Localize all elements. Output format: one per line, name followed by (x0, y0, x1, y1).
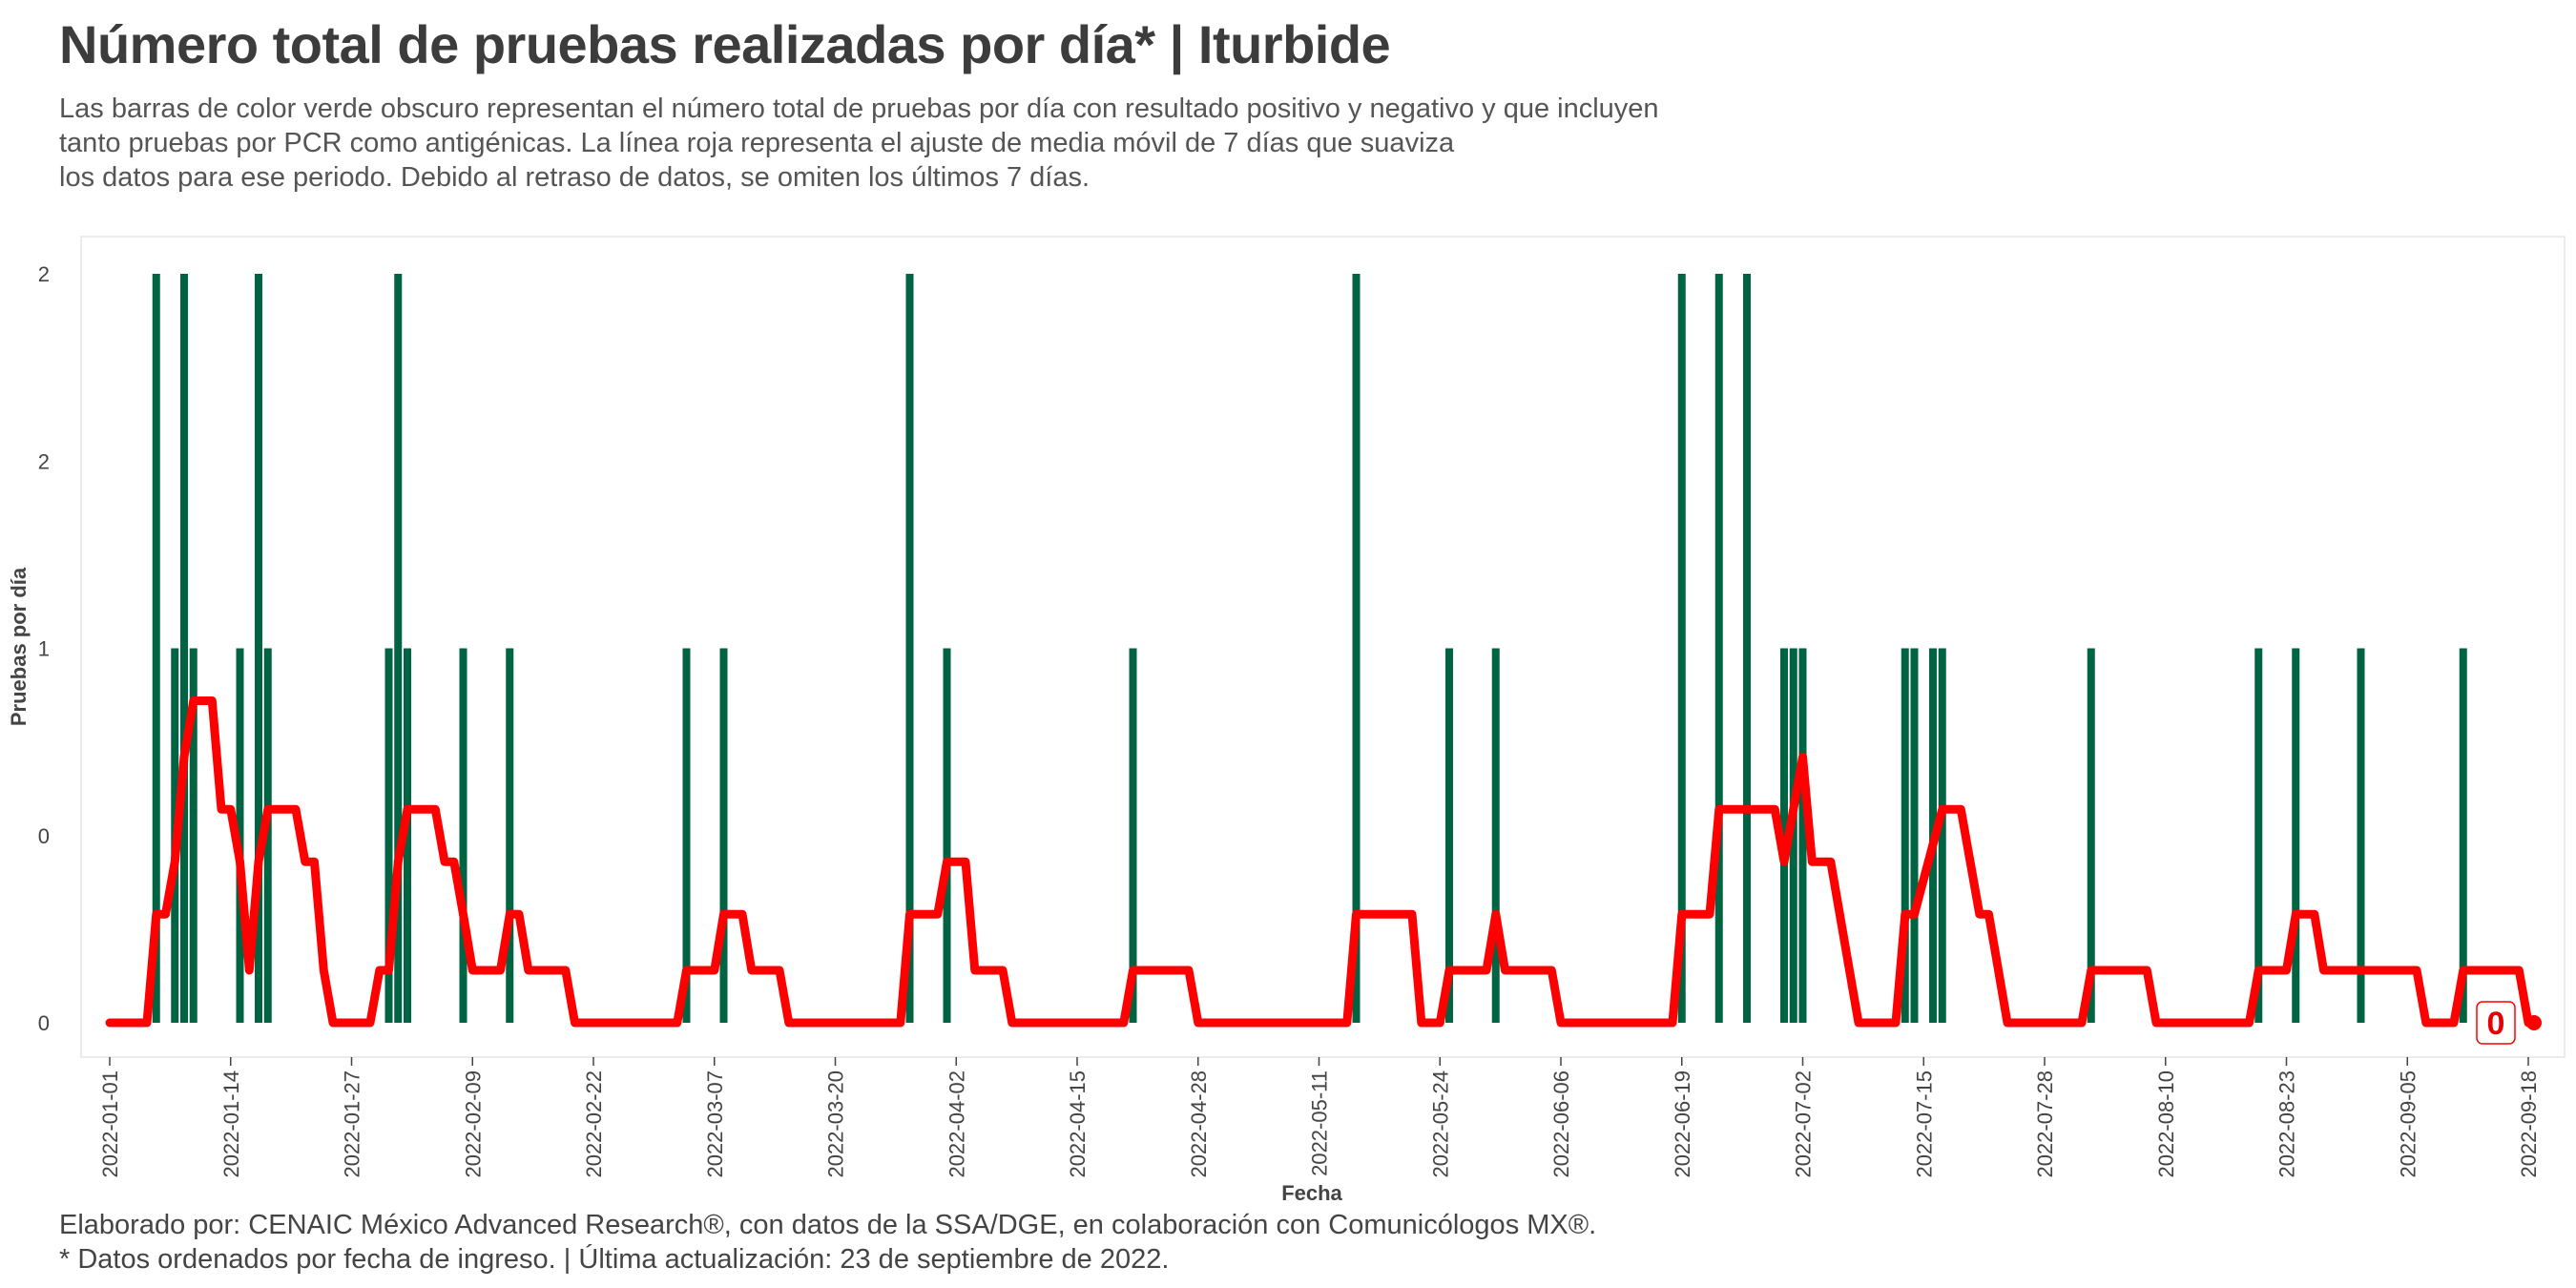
bar (2357, 648, 2365, 1023)
bar (506, 648, 514, 1023)
x-tick-label: 2022-01-14 (219, 1070, 243, 1178)
chart-caption: Elaborado por: CENAIC México Advanced Re… (59, 1208, 1596, 1277)
bar (255, 274, 262, 1023)
x-tick-label: 2022-09-05 (2396, 1070, 2420, 1178)
moving-average-group: 0 (105, 696, 2542, 1045)
x-tick-label: 2022-04-28 (1187, 1070, 1211, 1178)
subtitle-line-2: tanto pruebas por PCR como antigénicas. … (59, 128, 1455, 158)
last-value-label: 0 (2487, 1006, 2505, 1042)
x-tick-label: 2022-01-01 (98, 1070, 122, 1178)
x-tick-label: 2022-08-23 (2275, 1070, 2299, 1178)
bar (152, 274, 160, 1023)
bar (682, 648, 691, 1023)
x-tick-label: 2022-02-22 (582, 1070, 606, 1178)
caption-line-1: Elaborado por: CENAIC México Advanced Re… (59, 1210, 1597, 1240)
bar (1910, 648, 1919, 1023)
bar (1677, 274, 1686, 1023)
bar (1780, 648, 1788, 1023)
x-tick-label: 2022-09-18 (2517, 1070, 2541, 1178)
bar (2292, 648, 2300, 1023)
y-tick-label: 0 (38, 1011, 50, 1035)
y-tick-label: 1 (38, 637, 50, 661)
x-tick-label: 2022-02-09 (461, 1070, 485, 1178)
y-axis: 0 0 1 2 2 (38, 262, 50, 1035)
x-tick-label: 2022-07-02 (1792, 1070, 1816, 1178)
bar (1491, 648, 1500, 1023)
bar (384, 648, 393, 1023)
x-tick-label: 2022-04-15 (1066, 1070, 1090, 1178)
y-tick-label: 0 (38, 824, 50, 848)
x-tick-label: 2022-07-15 (1912, 1070, 1936, 1178)
bar (263, 648, 272, 1023)
x-axis-title: Fecha (1281, 1181, 1342, 1202)
bar (404, 648, 411, 1023)
x-tick-label: 2022-03-20 (824, 1070, 848, 1178)
bar (905, 274, 914, 1023)
x-tick-label: 2022-08-10 (2154, 1070, 2178, 1178)
bar (1352, 274, 1361, 1023)
bar (1445, 648, 1453, 1023)
bar (1798, 648, 1807, 1023)
y-axis-title: Pruebas por día (7, 567, 31, 726)
bar (1938, 648, 1946, 1023)
x-tick-label: 2022-04-02 (945, 1070, 968, 1178)
bar (459, 648, 467, 1023)
bar (943, 648, 951, 1023)
x-axis: 2022-01-01 2022-01-14 2022-01-27 2022-02-09… (98, 1057, 2541, 1178)
bars-group (152, 274, 2467, 1023)
caption-line-2: * Datos ordenados por fecha de ingreso. … (59, 1244, 1170, 1275)
y-tick-label: 2 (38, 262, 50, 286)
bar (1789, 648, 1797, 1023)
plot-panel-border (80, 236, 2566, 1058)
x-tick-label: 2022-06-19 (1671, 1070, 1694, 1178)
x-tick-label: 2022-07-28 (2033, 1070, 2057, 1178)
bar (1714, 274, 1723, 1023)
y-tick-label: 2 (38, 449, 50, 473)
bar (236, 648, 244, 1023)
moving-average-line (105, 696, 2533, 1028)
bar (1743, 274, 1751, 1023)
x-tick-label: 2022-01-27 (341, 1070, 364, 1178)
bar (2459, 648, 2467, 1023)
subtitle-line-3: los datos para ese periodo. Debido al re… (59, 162, 1091, 193)
bar (719, 648, 728, 1023)
x-tick-label: 2022-05-24 (1428, 1070, 1452, 1178)
bar (2087, 648, 2095, 1023)
x-tick-label: 2022-05-11 (1308, 1070, 1332, 1176)
bar (2254, 648, 2263, 1023)
bar (180, 274, 188, 1023)
bar (1129, 648, 1137, 1023)
subtitle-line-1: Las barras de color verde obscuro repres… (59, 93, 1659, 124)
chart-title: Número total de pruebas realizadas por d… (59, 14, 1391, 74)
chart-subtitle: Las barras de color verde obscuro repres… (59, 92, 1872, 195)
x-tick-label: 2022-03-07 (703, 1070, 727, 1178)
last-value-label-box (2476, 1001, 2516, 1045)
bar (189, 648, 197, 1023)
bar (1901, 648, 1909, 1023)
bar (394, 274, 403, 1023)
x-tick-label: 2022-06-06 (1549, 1070, 1573, 1178)
last-value-point (2526, 1015, 2542, 1030)
